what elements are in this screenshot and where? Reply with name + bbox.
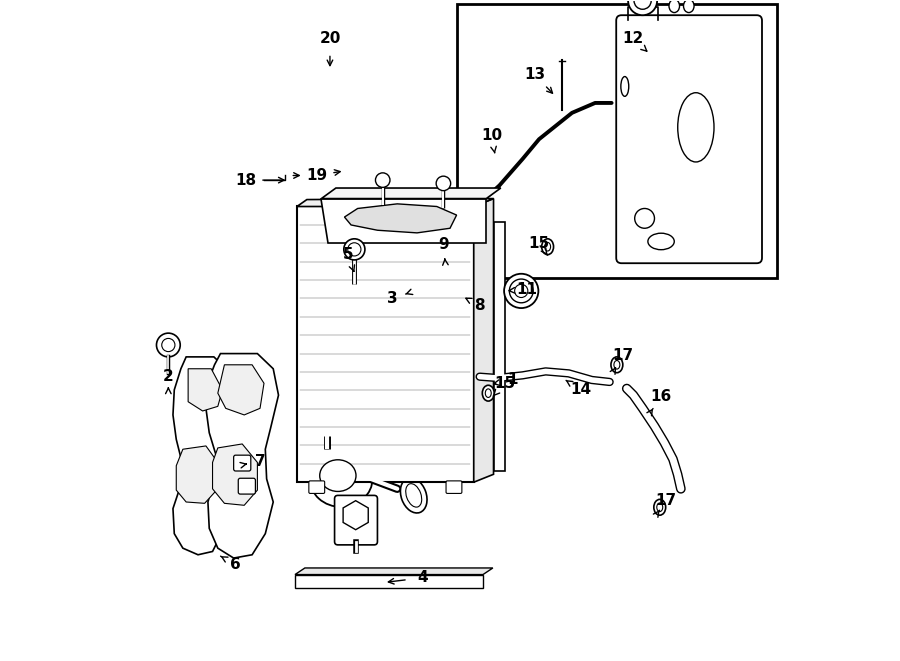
Ellipse shape	[611, 357, 623, 373]
Polygon shape	[176, 446, 218, 503]
Bar	[456, 4, 777, 278]
Text: 19: 19	[306, 168, 328, 183]
Text: 20: 20	[320, 32, 340, 46]
FancyBboxPatch shape	[335, 495, 377, 545]
Ellipse shape	[683, 0, 694, 13]
Polygon shape	[295, 568, 493, 574]
Text: 3: 3	[387, 292, 397, 306]
Text: 13: 13	[524, 67, 545, 82]
Bar	[297, 206, 473, 483]
Polygon shape	[218, 365, 264, 415]
FancyBboxPatch shape	[446, 481, 462, 493]
FancyBboxPatch shape	[234, 455, 251, 471]
Circle shape	[344, 239, 364, 260]
Bar	[493, 221, 506, 471]
Circle shape	[634, 208, 654, 228]
Text: 17: 17	[612, 348, 634, 363]
Polygon shape	[173, 357, 236, 555]
Polygon shape	[188, 369, 222, 411]
Circle shape	[436, 176, 451, 190]
Ellipse shape	[542, 239, 554, 254]
Text: 16: 16	[651, 389, 671, 404]
Text: 1: 1	[508, 372, 518, 387]
FancyBboxPatch shape	[309, 481, 325, 493]
Circle shape	[162, 338, 175, 352]
Circle shape	[375, 173, 390, 187]
Text: 5: 5	[342, 247, 353, 262]
Ellipse shape	[320, 460, 356, 491]
Ellipse shape	[485, 389, 491, 397]
Ellipse shape	[669, 0, 680, 13]
Circle shape	[628, 0, 657, 15]
Text: 15: 15	[494, 375, 516, 391]
Polygon shape	[345, 204, 456, 233]
Polygon shape	[321, 198, 486, 243]
Circle shape	[509, 279, 533, 303]
Text: 18: 18	[235, 173, 256, 188]
Ellipse shape	[648, 233, 674, 250]
Ellipse shape	[406, 484, 422, 507]
Ellipse shape	[614, 360, 620, 369]
Polygon shape	[206, 354, 278, 558]
Text: 6: 6	[230, 557, 241, 572]
Polygon shape	[297, 198, 493, 206]
Ellipse shape	[621, 77, 629, 97]
FancyBboxPatch shape	[238, 479, 256, 494]
Ellipse shape	[482, 385, 494, 401]
Polygon shape	[473, 198, 493, 483]
Text: 8: 8	[474, 298, 485, 313]
FancyBboxPatch shape	[616, 15, 762, 263]
Ellipse shape	[544, 243, 551, 251]
Text: 9: 9	[438, 237, 449, 253]
Circle shape	[347, 243, 361, 256]
Ellipse shape	[678, 93, 714, 162]
Text: 11: 11	[517, 282, 537, 297]
Text: 15: 15	[528, 236, 550, 251]
Text: 4: 4	[417, 570, 428, 586]
Circle shape	[157, 333, 180, 357]
Text: 12: 12	[623, 32, 644, 46]
Text: 7: 7	[255, 453, 266, 469]
Ellipse shape	[657, 503, 662, 512]
Ellipse shape	[653, 499, 666, 515]
Text: 17: 17	[656, 493, 677, 508]
Text: 10: 10	[481, 128, 502, 143]
Ellipse shape	[310, 451, 373, 507]
Circle shape	[515, 284, 527, 297]
Circle shape	[504, 274, 538, 308]
Polygon shape	[321, 188, 500, 198]
Polygon shape	[212, 444, 257, 505]
Text: 14: 14	[570, 382, 591, 397]
Text: 2: 2	[163, 369, 174, 384]
Bar	[295, 574, 483, 588]
Circle shape	[634, 0, 652, 9]
Ellipse shape	[400, 478, 427, 513]
